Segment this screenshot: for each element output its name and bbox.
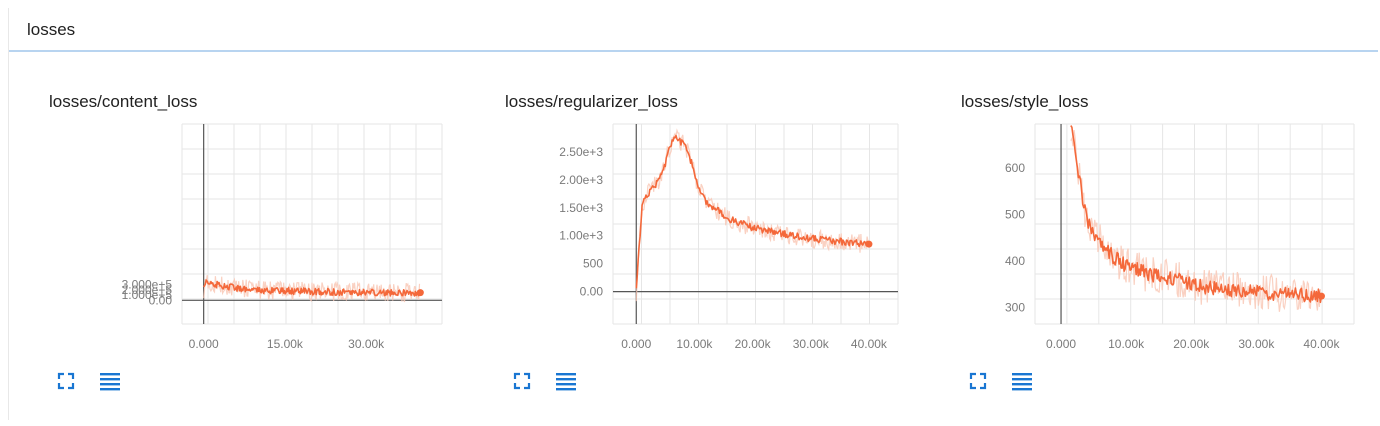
grid (181, 123, 443, 325)
chart-title: losses/style_loss (961, 92, 1089, 111)
chart-plot-area[interactable]: 0.00 500 1.00e+3 1.50e+3 2.00e+3 2.50e+3 0.000… (493, 52, 933, 362)
y-tick-label: 600 (1005, 161, 1025, 175)
data-menu-button[interactable] (555, 370, 577, 392)
y-tick-label: 3.000e+5 (122, 278, 173, 292)
series-end-point (1317, 292, 1325, 300)
smoothed-series-line (1070, 125, 1323, 304)
y-tick-label: 2.000e+5 (122, 283, 173, 297)
x-tick-label: 0.000 (189, 337, 219, 351)
series-end-point (865, 240, 873, 248)
chart-card-style-loss: losses/style_loss 300 400 500 600 0.000 10.00… (949, 52, 1380, 412)
y-tick-label: 0.00 (580, 285, 604, 299)
x-tick-label: 0.000 (621, 337, 651, 351)
raw-series-line (635, 128, 869, 302)
expand-icon (57, 372, 75, 390)
expand-button[interactable] (55, 370, 77, 392)
menu-lines-icon (1012, 373, 1032, 391)
smoothed-series-line (635, 134, 870, 289)
x-tick-label: 20.00k (735, 337, 772, 351)
chart-title: losses/regularizer_loss (505, 92, 678, 111)
x-tick-label: 30.00k (793, 337, 830, 351)
y-tick-label: 1.00e+3 (559, 229, 603, 243)
chart-title: losses/content_loss (49, 92, 198, 111)
pane-header[interactable]: losses (9, 8, 1378, 52)
y-tick-label: 2.00e+3 (559, 173, 603, 187)
expand-icon (969, 372, 987, 390)
pane-title: losses (27, 20, 76, 39)
chart-plot-area[interactable]: 0.001.000e+52.000e+53.000e+5 0.000 15.00k 3… (37, 52, 477, 362)
x-tick-label: 40.00k (1303, 337, 1340, 351)
menu-lines-icon (556, 373, 576, 391)
x-tick-label: 0.000 (1046, 337, 1076, 351)
x-tick-label: 30.00k (348, 337, 385, 351)
x-tick-label: 30.00k (1238, 337, 1275, 351)
y-tick-label: 0.00 (149, 293, 173, 307)
y-tick-label: 1.000e+5 (122, 288, 173, 302)
losses-pane: losses losses/content_loss 0.00 1.000e+5 2… (8, 8, 1378, 420)
x-tick-label: 40.00k (851, 337, 888, 351)
expand-icon (513, 372, 531, 390)
x-tick-label: 10.00k (1108, 337, 1145, 351)
expand-button[interactable] (967, 370, 989, 392)
x-tick-label: 15.00k (267, 337, 304, 351)
data-menu-button[interactable] (1011, 370, 1033, 392)
chart-card-content-loss: losses/content_loss 0.00 1.000e+5 2.000e+5… (37, 52, 477, 412)
y-tick-label: 500 (1005, 208, 1025, 222)
x-tick-label: 10.00k (676, 337, 713, 351)
y-tick-label: 400 (1005, 254, 1025, 268)
expand-button[interactable] (511, 370, 533, 392)
y-tick-label: 300 (1005, 301, 1025, 315)
chart-plot-area[interactable]: 300 400 500 600 0.000 10.00k 20.00k 30.00k 40.00… (949, 52, 1380, 362)
menu-lines-icon (100, 373, 120, 391)
series-end-point (416, 289, 424, 297)
smoothed-series-line (203, 279, 422, 297)
y-tick-label: 500 (583, 257, 603, 271)
y-tick-label: 1.50e+3 (559, 201, 603, 215)
chart-card-regularizer-loss: losses/regularizer_loss 0.00 500 1.00e+3 1.… (493, 52, 933, 412)
data-menu-button[interactable] (99, 370, 121, 392)
x-tick-label: 20.00k (1173, 337, 1210, 351)
raw-series-line (1070, 130, 1321, 312)
y-tick-label: 2.50e+3 (559, 145, 603, 159)
